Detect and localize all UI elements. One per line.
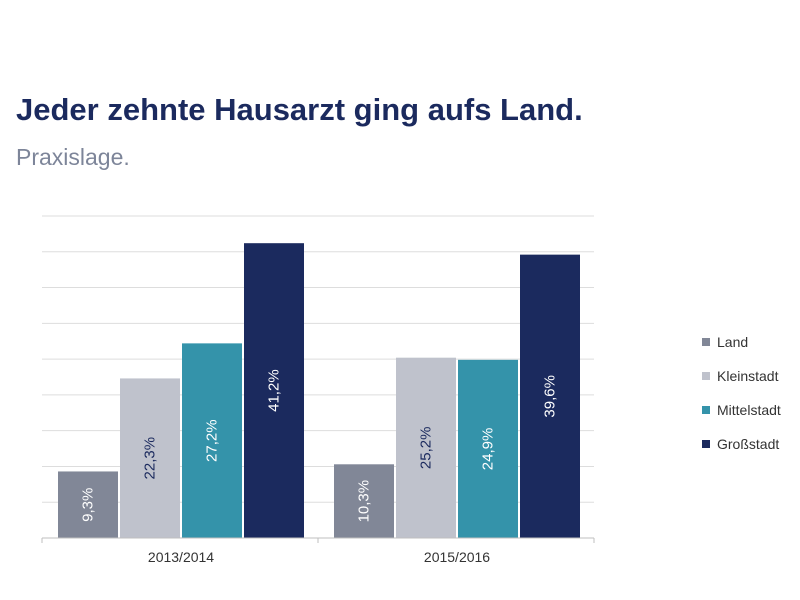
legend-swatch-mittelstadt (702, 406, 710, 414)
data-label: 22,3% (142, 437, 159, 480)
legend-label: Kleinstadt (717, 368, 779, 384)
data-label: 41,2% (266, 369, 283, 412)
bar-kleinstadt-2 (396, 357, 456, 538)
category-label: 2013/2014 (148, 549, 214, 565)
data-label: 9,3% (80, 488, 97, 522)
bar-land-1 (58, 471, 118, 538)
bar-land-2 (334, 464, 394, 538)
bar-großstadt-1 (244, 243, 304, 539)
legend-swatch-kleinstadt (702, 372, 710, 380)
chart-title: Jeder zehnte Hausarzt ging aufs Land. (16, 92, 583, 127)
chart-subtitle: Praxislage. (16, 144, 130, 170)
data-label: 24,9% (480, 428, 497, 471)
bar-großstadt-2 (520, 254, 580, 538)
bar-mittelstadt-2 (458, 359, 518, 538)
bar-kleinstadt-1 (120, 378, 180, 538)
legend-swatch-großstadt (702, 440, 710, 448)
legend-label: Großstadt (717, 436, 779, 452)
data-label: 27,2% (204, 419, 221, 462)
legend-label: Mittelstadt (717, 402, 781, 418)
bar-mittelstadt-1 (182, 343, 242, 538)
data-label: 10,3% (356, 480, 373, 523)
category-label: 2015/2016 (424, 549, 490, 565)
data-label: 39,6% (542, 375, 559, 418)
legend-swatch-land (702, 338, 710, 346)
legend-label: Land (717, 334, 748, 350)
data-label: 25,2% (418, 427, 435, 470)
